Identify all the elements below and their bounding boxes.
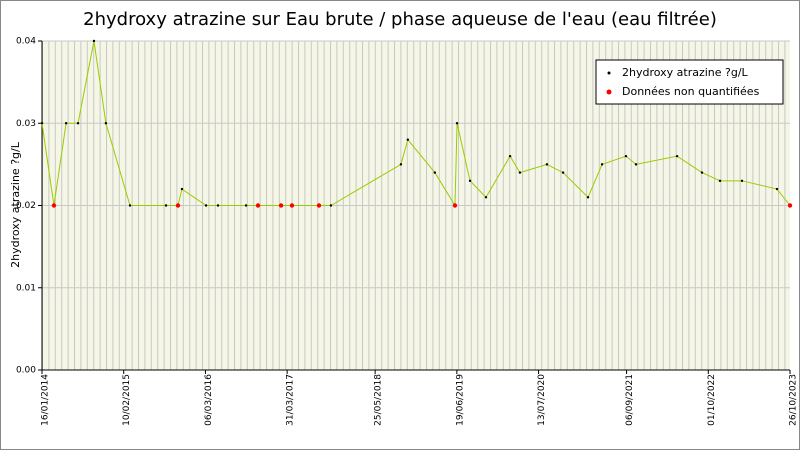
data-point bbox=[216, 204, 220, 207]
data-point bbox=[586, 196, 590, 199]
y-tick-label: 0.00 bbox=[16, 366, 36, 376]
x-tick-label: 06/03/2016 bbox=[204, 374, 214, 426]
data-point bbox=[675, 154, 679, 158]
x-tick-label: 06/09/2021 bbox=[625, 374, 635, 426]
data-point bbox=[787, 203, 793, 208]
legend-label: 2hydroxy atrazine ?g/L bbox=[622, 66, 749, 79]
data-point bbox=[204, 204, 208, 207]
x-tick-label: 31/03/2017 bbox=[286, 374, 296, 426]
data-point bbox=[561, 171, 565, 174]
y-tick-label: 0.04 bbox=[16, 37, 36, 47]
x-tick-label: 01/10/2022 bbox=[707, 374, 717, 426]
data-point bbox=[289, 203, 295, 208]
data-point bbox=[255, 203, 261, 208]
data-point bbox=[484, 196, 488, 199]
y-tick-label: 0.03 bbox=[16, 119, 36, 129]
data-point bbox=[76, 122, 80, 125]
data-point bbox=[175, 203, 181, 208]
data-point bbox=[104, 122, 108, 125]
data-point bbox=[700, 171, 704, 174]
data-point bbox=[128, 204, 132, 207]
y-tick-label: 0.02 bbox=[16, 201, 36, 211]
legend-box bbox=[595, 59, 784, 105]
legend-marker bbox=[607, 71, 611, 75]
data-point bbox=[329, 204, 333, 207]
x-tick-label: 13/07/2020 bbox=[537, 374, 547, 426]
data-point bbox=[433, 171, 437, 174]
data-point bbox=[455, 122, 459, 125]
data-point bbox=[518, 171, 522, 174]
data-point bbox=[406, 138, 410, 141]
x-tick-label: 10/02/2015 bbox=[122, 374, 132, 426]
data-point bbox=[508, 154, 512, 158]
data-point bbox=[634, 163, 638, 166]
x-tick-label: 16/01/2014 bbox=[41, 374, 51, 426]
x-tick-label: 26/10/2023 bbox=[789, 374, 799, 426]
data-point bbox=[244, 204, 248, 207]
data-point bbox=[740, 179, 744, 183]
data-point bbox=[180, 187, 184, 191]
y-axis-title: 2hydroxy atrazine ?g/L bbox=[9, 141, 22, 268]
data-point bbox=[452, 203, 458, 208]
x-tick-label: 19/06/2019 bbox=[455, 374, 465, 426]
data-point bbox=[624, 154, 628, 158]
x-tick-label: 25/05/2018 bbox=[374, 374, 384, 426]
data-point bbox=[40, 122, 44, 125]
data-point bbox=[92, 39, 96, 43]
data-point bbox=[545, 163, 549, 166]
data-point bbox=[775, 187, 779, 191]
chart-title: 2hydroxy atrazine sur Eau brute / phase … bbox=[83, 9, 717, 30]
data-point bbox=[51, 203, 57, 208]
data-point bbox=[316, 203, 322, 208]
y-tick-label: 0.01 bbox=[16, 283, 36, 293]
data-point bbox=[164, 204, 168, 207]
data-point bbox=[600, 163, 604, 166]
legend-label: Données non quantifiées bbox=[622, 85, 760, 98]
data-point bbox=[399, 163, 403, 166]
data-point bbox=[468, 179, 472, 183]
data-point bbox=[718, 179, 722, 183]
data-point bbox=[64, 122, 68, 125]
legend-marker bbox=[606, 89, 612, 95]
data-point bbox=[278, 203, 284, 208]
